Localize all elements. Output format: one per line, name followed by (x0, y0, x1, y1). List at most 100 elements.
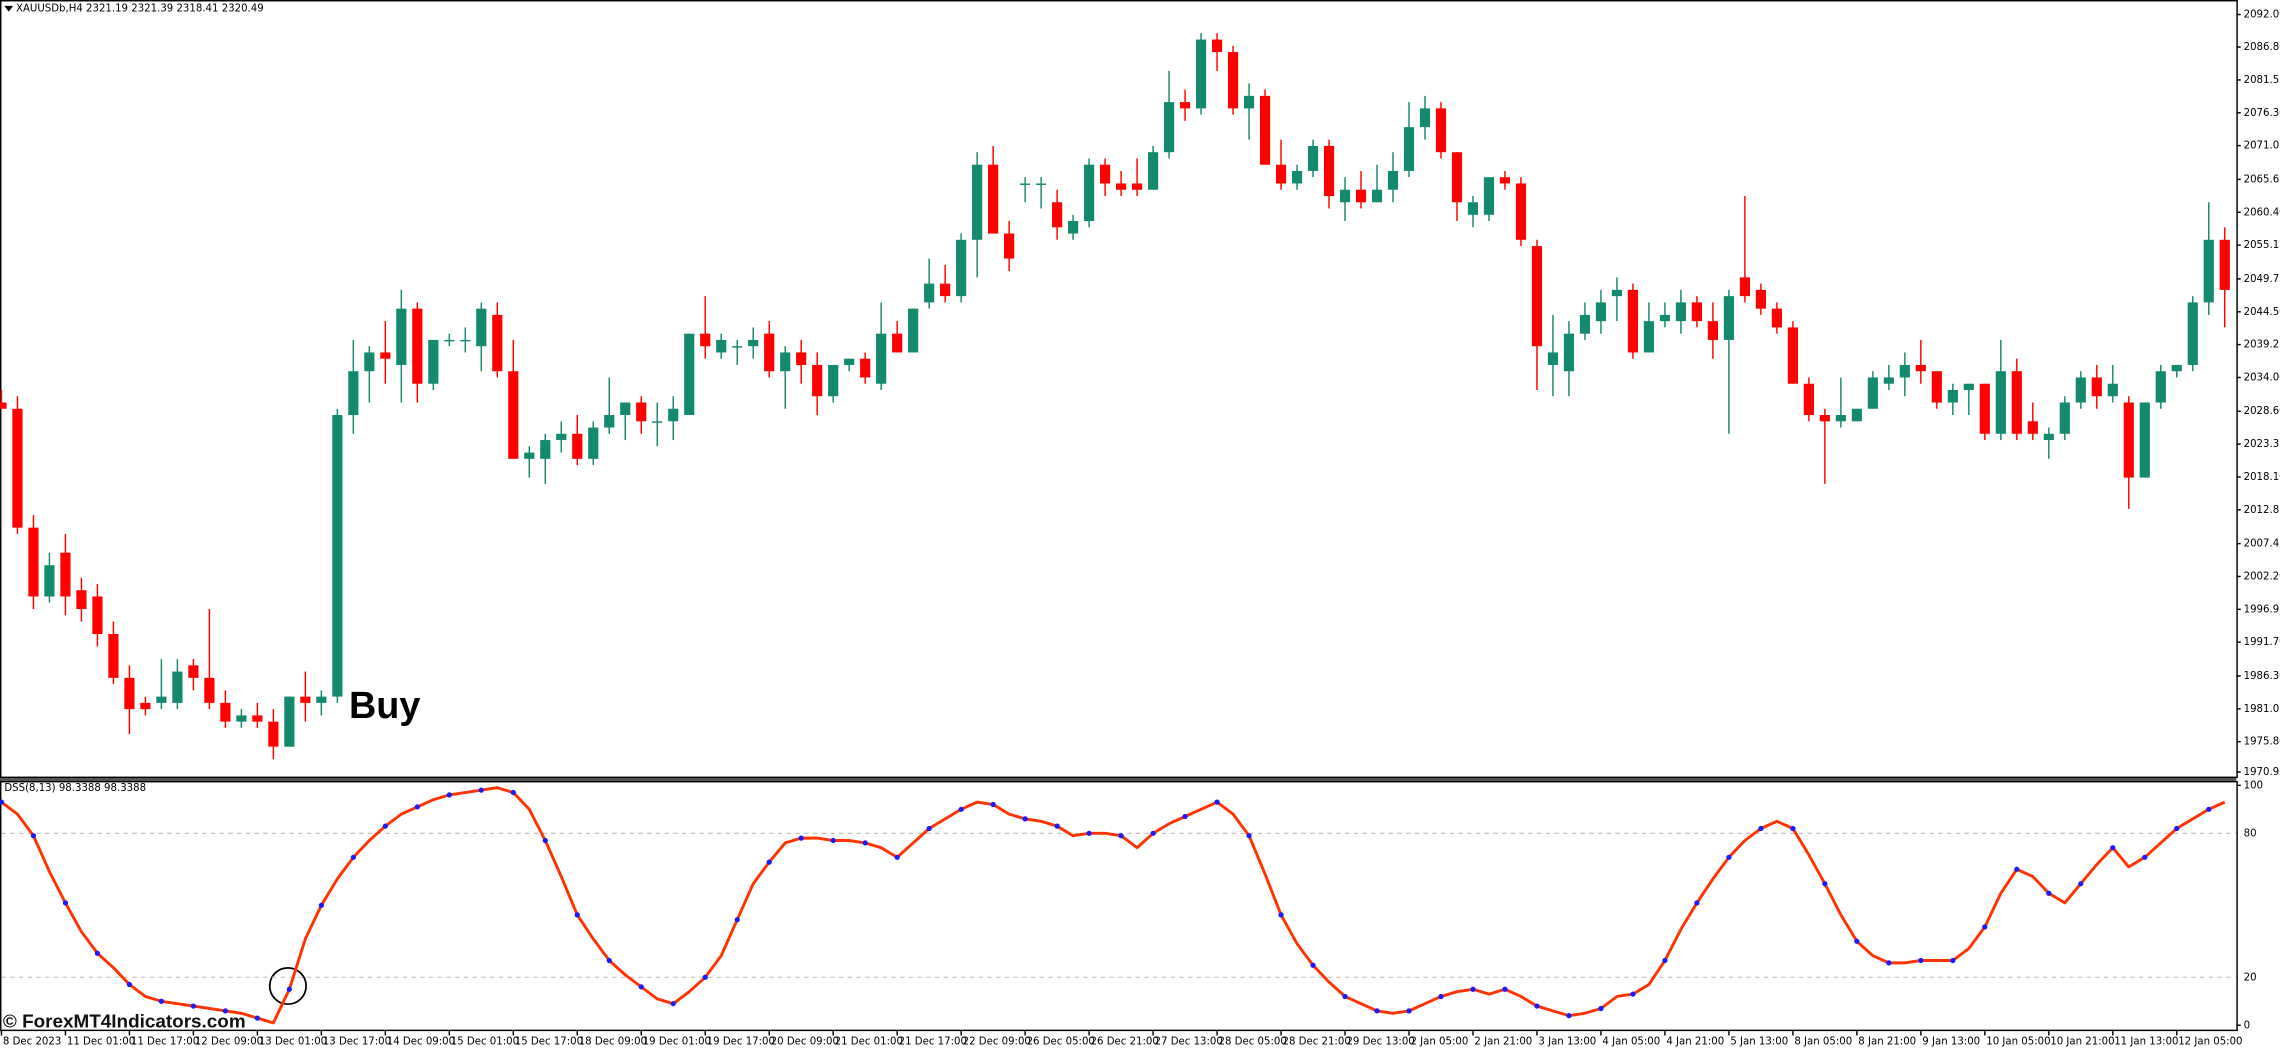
x-tick-label: 15 Dec 01:00 (451, 1036, 519, 1047)
y-tick-label: 80 (2244, 828, 2257, 839)
candle-body (1211, 39, 1223, 53)
y-tick-label: 20 (2244, 972, 2257, 983)
candle-body (1931, 371, 1942, 403)
dss-point (862, 840, 868, 846)
candle-body (908, 308, 919, 353)
dss-point (350, 854, 356, 860)
candle-body (1179, 102, 1191, 109)
candle-body (1947, 389, 1958, 403)
y-tick-label: 2071.05 (2244, 141, 2280, 152)
candle-body (1803, 383, 1814, 416)
candle-body (1515, 183, 1527, 240)
candle-body (1531, 246, 1543, 347)
candle-body (1675, 302, 1687, 322)
candle-body (1771, 308, 1782, 328)
dss-point (1598, 1005, 1604, 1012)
x-tick-label: 3 Jan 13:00 (1538, 1036, 1596, 1047)
y-tick-label: 100 (2244, 780, 2263, 791)
dss-point (1022, 816, 1028, 822)
dss-point (254, 1015, 260, 1021)
candle-body (828, 364, 839, 397)
dss-point (606, 957, 612, 964)
candle-body (2011, 371, 2022, 434)
candle-body (1963, 383, 1974, 390)
candle-body (2155, 371, 2166, 403)
dss-point (1502, 986, 1508, 992)
x-tick-label: 2 Jan 21:00 (1474, 1036, 1532, 1047)
dss-point (126, 981, 133, 988)
x-tick-label: 8 Jan 21:00 (1858, 1036, 1916, 1047)
dss-point (30, 833, 37, 839)
candle-body (588, 427, 599, 459)
candle-body (812, 364, 823, 397)
dss-point (1470, 986, 1476, 992)
candle-body (1004, 233, 1015, 259)
dss-point (542, 837, 548, 844)
candle-body (252, 715, 263, 722)
dss-point (190, 1003, 197, 1009)
candle-body (1755, 289, 1766, 309)
dss-point (894, 854, 900, 860)
dss-line (0, 786, 2226, 1025)
dss-point (1534, 1003, 1540, 1009)
dss-point (478, 787, 484, 793)
dss-point (1886, 960, 1892, 966)
candle-body (1707, 321, 1718, 340)
y-tick-label: 2018.10 (2244, 472, 2280, 483)
candle-body (1435, 108, 1447, 153)
candle-body (1307, 145, 1319, 171)
x-tick-label: 19 Dec 01:00 (643, 1036, 711, 1047)
y-tick-label: 2081.55 (2244, 75, 2280, 86)
candle-body (508, 371, 519, 459)
dss-point (1854, 938, 1860, 944)
y-tick-label: 2065.65 (2244, 174, 2280, 185)
candle-body (652, 421, 663, 423)
dss-point (382, 823, 388, 829)
candle-body (1163, 102, 1175, 153)
dss-point (222, 1008, 228, 1014)
candle-body (2107, 383, 2118, 397)
y-tick-label: 1996.95 (2244, 604, 2280, 615)
candle-body (1387, 170, 1399, 190)
candle-body (1819, 415, 1830, 422)
x-tick-label: 10 Jan 21:00 (2050, 1036, 2114, 1047)
candle-body (844, 358, 855, 365)
indicator-panel-frame (0, 780, 2238, 1032)
candle-body (1371, 189, 1383, 203)
dss-point (1758, 825, 1764, 832)
candle-body (1419, 108, 1431, 128)
dss-point (1982, 924, 1988, 930)
candle-body (524, 452, 535, 459)
candle-body (0, 402, 7, 409)
candle-body (1563, 333, 1575, 372)
dss-point (62, 900, 69, 906)
candle-body (1323, 145, 1335, 196)
price-panel-frame (0, 0, 2238, 779)
dss-point (766, 859, 772, 865)
dss-point (158, 998, 165, 1004)
candle-body (940, 283, 951, 297)
candle-body (2059, 402, 2070, 434)
x-tick-label: 4 Jan 21:00 (1666, 1036, 1724, 1047)
candle-body (28, 527, 39, 597)
candle-body (1915, 364, 1926, 372)
y-tick-label: 1986.30 (2244, 671, 2280, 682)
signal-circle (268, 966, 307, 1006)
dss-point (2174, 825, 2180, 832)
x-tick-label: 15 Dec 17:00 (515, 1036, 583, 1047)
x-tick-label: 11 Dec 17:00 (131, 1036, 199, 1047)
candle-body (892, 333, 903, 353)
candle-body (1851, 408, 1862, 422)
y-tick-label: 1975.80 (2244, 737, 2280, 748)
x-tick-label: 20 Dec 09:00 (771, 1036, 839, 1047)
candle-body (1355, 189, 1367, 203)
candle-body (460, 339, 471, 342)
candle-body (732, 346, 743, 348)
candle-body (2027, 421, 2038, 434)
dss-point (1150, 830, 1156, 836)
candle-body (2139, 402, 2150, 478)
dss-point (1950, 957, 1956, 964)
y-tick-label: 2055.15 (2244, 240, 2280, 251)
dss-point (926, 825, 932, 832)
dss-point (798, 835, 804, 841)
